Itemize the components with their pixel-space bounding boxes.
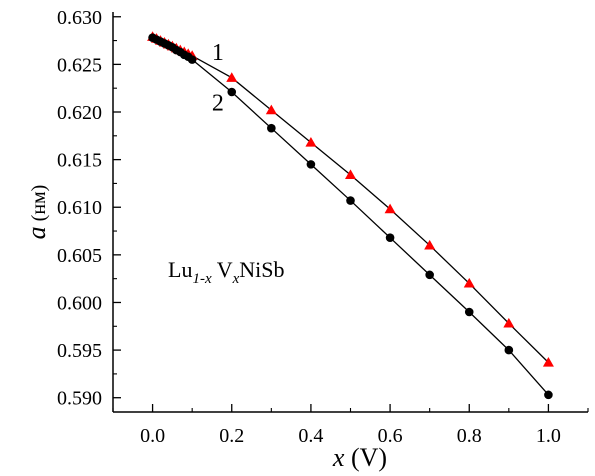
y-tick-label: 0.620 xyxy=(57,102,102,124)
y-tick-label: 0.600 xyxy=(57,292,102,314)
y-tick-label: 0.625 xyxy=(57,54,102,76)
series-1-point xyxy=(305,136,317,147)
x-tick-label: 0.6 xyxy=(378,425,403,447)
y-axis-label: a (нм) xyxy=(22,185,51,240)
series-2-point xyxy=(187,55,197,64)
y-tick-label: 0.610 xyxy=(57,197,102,219)
x-tick-label: 0.2 xyxy=(219,425,244,447)
series-2-point xyxy=(346,196,355,205)
annotation-formula: Lu1-x VxNiSb xyxy=(168,257,285,287)
series-labels: 12 xyxy=(212,40,224,117)
y-axis-var: a xyxy=(22,226,51,239)
series-1-point xyxy=(384,203,396,214)
annotation-sub-1: 1-x xyxy=(192,271,211,287)
x-tick-label: 1.0 xyxy=(536,425,561,447)
series-1-point xyxy=(226,72,238,82)
x-axis-label: x (V) xyxy=(332,443,387,472)
y-tick-label: 0.605 xyxy=(57,245,102,267)
x-tick-label: 0.8 xyxy=(457,425,482,447)
series-2-point xyxy=(267,123,276,133)
y-tick-label: 0.630 xyxy=(57,7,102,29)
x-tick-label: 0.0 xyxy=(140,425,165,447)
y-axis-unit: (нм) xyxy=(28,185,50,227)
x-tick-label: 0.4 xyxy=(298,425,323,447)
series-1-label: 1 xyxy=(212,40,224,66)
series-2-label: 2 xyxy=(212,91,224,117)
axes: 0.0 0.2 0.4 0.6 0.8 1.0 0.590 0.595 0.600 0.605 0.… xyxy=(57,7,589,447)
series-2-point xyxy=(544,390,553,400)
series-2-point xyxy=(504,345,514,355)
x-axis-var: x xyxy=(332,443,345,472)
series-1-point xyxy=(265,104,277,115)
annotation-sub-2: x xyxy=(232,271,240,287)
series-layer xyxy=(147,31,554,400)
series-2-point xyxy=(425,270,434,280)
y-tick-label: 0.590 xyxy=(57,388,102,410)
series-2-point xyxy=(227,87,237,97)
x-axis-unit: (V) xyxy=(344,443,387,472)
annotation-part-2: V xyxy=(212,257,233,282)
y-tick-label: 0.595 xyxy=(57,340,102,362)
series-1-point xyxy=(542,356,554,367)
annotation-part-1: Lu xyxy=(168,257,192,282)
y-tick-label: 0.615 xyxy=(57,150,102,172)
annotation-part-3: NiSb xyxy=(239,257,284,282)
series-1-point xyxy=(463,277,475,288)
series-2-point xyxy=(385,233,395,243)
series-1-point xyxy=(503,317,515,328)
series-2-point xyxy=(306,160,316,169)
series-2-point xyxy=(464,307,474,317)
series-1-point xyxy=(424,239,436,250)
series-1-point xyxy=(345,169,356,179)
